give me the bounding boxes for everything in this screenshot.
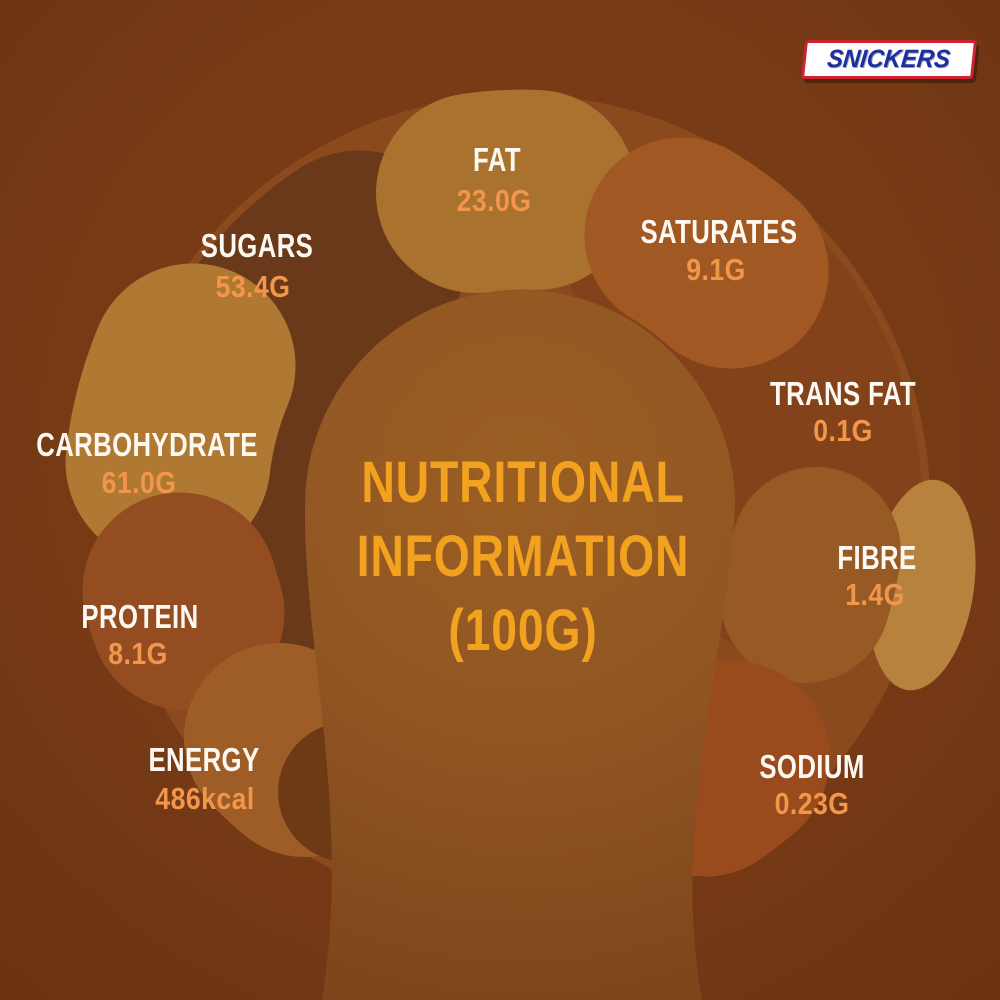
segment-fat-arc — [376, 89, 636, 293]
segment-value-sugars: 53.4G — [215, 269, 291, 304]
segment-value-protein: 8.1G — [108, 636, 168, 671]
segment-protein-arc — [82, 492, 285, 711]
segment-fibre-arc — [720, 467, 901, 683]
donut-center-area — [304, 290, 735, 1000]
segment-label-protein: PROTEIN — [81, 598, 199, 635]
segment-value-saturates: 9.1G — [686, 252, 746, 287]
segment-label-trans-fat: TRANS FAT — [769, 375, 917, 412]
segment-label-sugars: SUGARS — [200, 227, 314, 264]
segment-value-fat: 23.0G — [456, 183, 532, 218]
segment-value-sodium: 0.23G — [774, 786, 850, 821]
snickers-logo-text: SNICKERS — [826, 45, 952, 73]
segment-label-carbohydrate: CARBOHYDRATE — [36, 426, 258, 463]
chart-title: NUTRITIONAL INFORMATION (100G) — [357, 446, 690, 668]
segment-value-carbohydrate: 61.0G — [101, 465, 177, 500]
segment-carbohydrate-arc — [65, 263, 296, 565]
segment-saturates-arc — [584, 137, 829, 369]
segment-label-fat: FAT — [473, 141, 521, 178]
snickers-logo: SNICKERS — [800, 40, 978, 79]
segment-label-fibre: FIBRE — [837, 539, 917, 576]
chart-title-line-3: (100G) — [448, 598, 598, 663]
segment-value-trans-fat: 0.1G — [813, 413, 873, 448]
segment-value-fibre: 1.4G — [845, 577, 905, 612]
segment-label-sodium: SODIUM — [759, 748, 865, 785]
chart-title-line-1: NUTRITIONAL — [361, 450, 685, 515]
chart-title-line-2: INFORMATION — [356, 524, 690, 589]
segment-label-energy: ENERGY — [148, 741, 260, 778]
segment-label-saturates: SATURATES — [640, 213, 798, 250]
segment-value-energy: 486kcal — [155, 781, 255, 816]
segment-sodium-arc — [607, 660, 830, 877]
